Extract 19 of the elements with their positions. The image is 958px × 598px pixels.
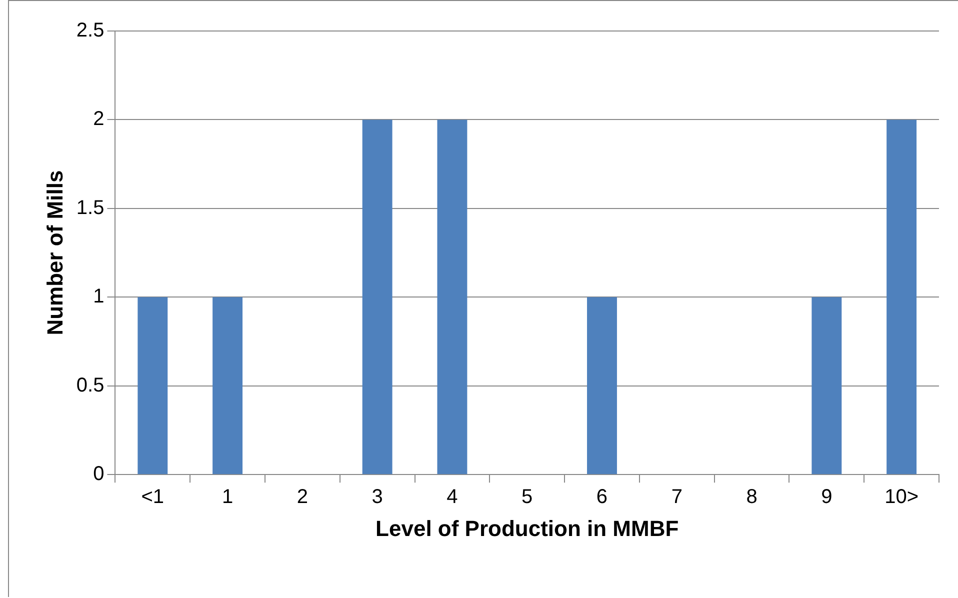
y-tick-label: 0 (93, 463, 104, 486)
y-tick-label: 1 (93, 286, 104, 308)
x-tick-label: 8 (746, 486, 758, 508)
x-tick-label: 6 (596, 486, 608, 508)
x-tick-label: <1 (141, 486, 164, 508)
x-tick-label: 1 (222, 486, 234, 508)
y-tick-label: 1.5 (76, 196, 104, 219)
x-tick-label: 4 (446, 486, 458, 508)
x-tick-label: 2 (296, 486, 308, 508)
x-tick-label: 7 (671, 486, 682, 508)
y-axis-title: Number of Mills (42, 170, 68, 336)
x-axis-title: Level of Production in MMBF (376, 516, 679, 541)
y-tick-label: 0.5 (76, 374, 104, 396)
y-tick-label: 2 (93, 108, 104, 130)
x-tick-label: 10> (884, 486, 919, 508)
x-tick-label: 9 (821, 486, 832, 508)
x-tick-label: 5 (522, 486, 533, 508)
y-tick-label: 2.5 (76, 20, 104, 42)
x-tick-label: 3 (372, 486, 383, 508)
